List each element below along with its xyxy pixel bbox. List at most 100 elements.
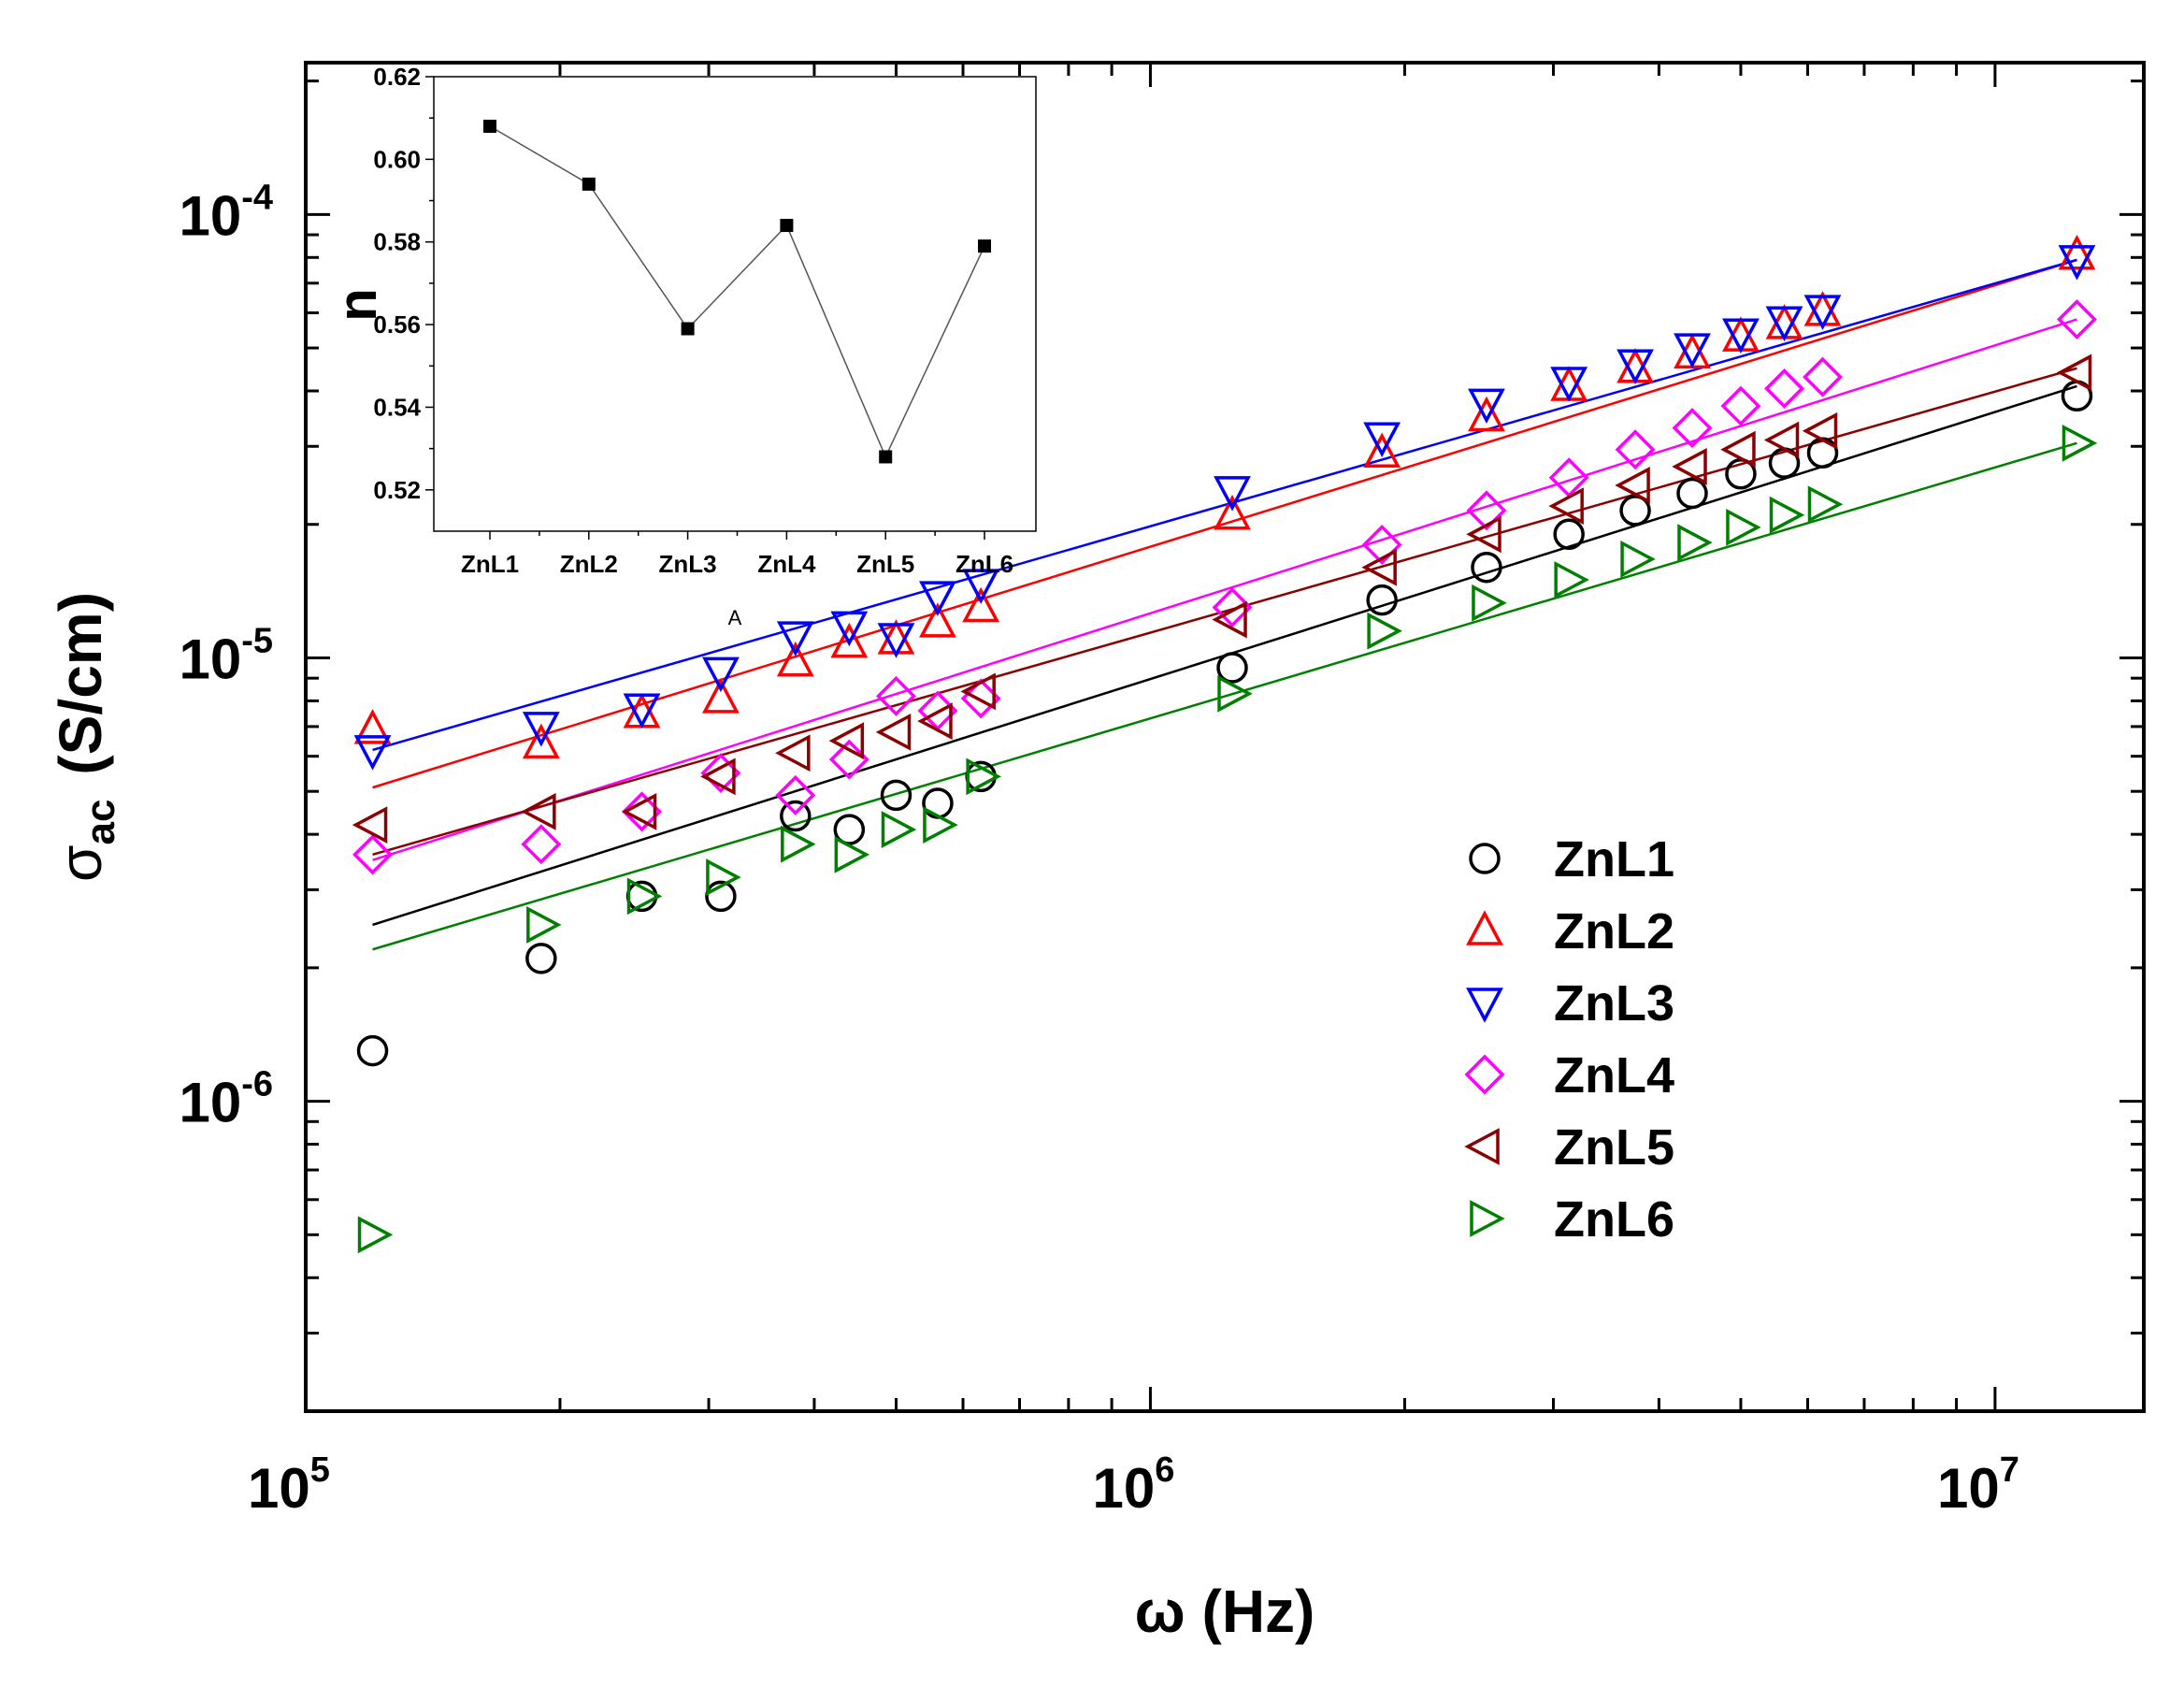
point-znl4: [2056, 299, 2097, 339]
point-znl5: [775, 734, 811, 772]
point-znl3: [1214, 476, 1251, 512]
inset-y-axis-title: n: [327, 288, 388, 321]
point-znl2: [702, 678, 740, 714]
point-znl5: [1466, 515, 1502, 554]
legend-marker-znl6: [1470, 1200, 1505, 1237]
point-znl1: [1553, 518, 1585, 551]
legend-label-znl3: ZnL3: [1554, 975, 1674, 1032]
point-znl3: [702, 656, 740, 693]
point-znl1: [1216, 652, 1248, 684]
inset-y-tick-label: 0.60: [373, 145, 421, 173]
legend-label-znl1: ZnL1: [1554, 831, 1674, 887]
point-znl4: [775, 774, 816, 815]
point-znl2: [919, 602, 956, 638]
y-tick-label: 10-6: [179, 1065, 273, 1134]
point-znl5: [875, 713, 912, 751]
legend: ZnL1 ZnL2 ZnL3 ZnL4 ZnL5 ZnL6: [1464, 831, 1674, 1248]
point-znl1: [833, 814, 866, 845]
point-znl5: [828, 722, 865, 760]
point-znl6: [1677, 524, 1713, 562]
inset-background: [434, 77, 1036, 531]
point-znl3: [962, 569, 1000, 604]
x-tick-label: 106: [1093, 1450, 1175, 1520]
inset-y-tick-label: 0.54: [373, 393, 421, 421]
inset-frame: [433, 76, 1037, 532]
inset-x-tick-label: ZnL6: [956, 550, 1013, 578]
x-tick-label-base: 10: [1093, 1457, 1156, 1520]
y-axis-title-subscript: ac: [78, 800, 123, 845]
point-znl3: [1468, 388, 1505, 425]
point-znl5: [917, 702, 953, 741]
inset-x-axis-title: A: [728, 606, 742, 629]
point-znl1: [705, 880, 737, 913]
x-tick-label-base: 10: [248, 1457, 310, 1520]
point-znl6: [1217, 674, 1253, 713]
point-znl1: [780, 800, 812, 832]
point-znl5: [2056, 353, 2092, 392]
point-znl6: [1769, 496, 1805, 534]
point-znl6: [706, 858, 741, 897]
y-tick-label-base: 10: [179, 184, 241, 247]
point-znl6: [781, 825, 816, 863]
point-znl4: [1720, 385, 1761, 426]
point-znl6: [1726, 508, 1761, 546]
point-znl3: [1550, 367, 1588, 402]
point-znl3: [1674, 333, 1711, 368]
point-znl6: [923, 806, 958, 844]
inset-x-tick-label: ZnL1: [461, 550, 519, 578]
inset-plot: 0.52 0.54 0.56 0.58 0.60 0.62 ZnL1 ZnL2 ZnL3 ZnL4…: [327, 63, 1037, 629]
point-znl1: [525, 943, 557, 974]
point-znl3: [522, 712, 560, 747]
point-znl2: [1214, 494, 1251, 530]
point-znl3: [830, 611, 869, 647]
inset-x-tick-label: ZnL4: [757, 550, 816, 578]
point-znl4: [1361, 524, 1402, 565]
x-tick-label-exponent: 6: [1155, 1450, 1174, 1490]
point-znl2: [1616, 348, 1654, 383]
point-znl5: [521, 792, 556, 830]
point-znl3: [877, 623, 915, 658]
point-znl1: [1471, 551, 1502, 584]
point-znl2: [776, 641, 814, 677]
point-znl6: [881, 811, 917, 848]
point-znl1: [1619, 495, 1651, 527]
point-znl6: [1807, 485, 1844, 524]
point-znl6: [1554, 561, 1589, 599]
point-znl5: [352, 806, 388, 844]
point-znl1: [356, 1034, 389, 1067]
point-znl1: [880, 779, 912, 812]
inset-point-znl6: [978, 239, 991, 253]
fit-line-znl5: [372, 367, 2077, 857]
inset-y-tick-label: 0.58: [373, 228, 421, 256]
legend-marker-znl2: [1466, 910, 1503, 945]
point-znl2: [522, 723, 560, 759]
legend-marker-znl1: [1469, 843, 1501, 874]
x-tick-label-exponent: 7: [2000, 1450, 2019, 1490]
point-znl1: [1806, 437, 1839, 469]
point-znl6: [526, 906, 562, 944]
x-tick-label-exponent: 5: [310, 1450, 330, 1490]
legend-label-znl5: ZnL5: [1554, 1119, 1674, 1176]
point-znl6: [357, 1216, 394, 1254]
point-znl5: [700, 757, 736, 796]
x-axis-title: ω (Hz): [1135, 1578, 1315, 1645]
point-znl3: [623, 693, 661, 729]
point-znl1: [922, 787, 954, 819]
x-tick-label-base: 10: [1937, 1457, 2000, 1520]
y-tick-label-exponent: -6: [241, 1065, 273, 1104]
point-znl5: [1802, 411, 1838, 450]
inset-y-tick-label: 0.62: [373, 63, 421, 91]
point-znl2: [830, 622, 869, 658]
inset-point-znl3: [681, 322, 695, 336]
point-znl5: [1615, 467, 1650, 504]
point-znl4: [352, 834, 394, 875]
point-znl3: [2058, 245, 2096, 281]
point-znl2: [1765, 304, 1803, 339]
legend-label-znl6: ZnL6: [1554, 1191, 1674, 1248]
inset-axis-ticks: [425, 76, 985, 540]
point-znl5: [1361, 548, 1397, 586]
point-znl5: [960, 672, 996, 711]
inset-point-znl5: [879, 450, 893, 464]
